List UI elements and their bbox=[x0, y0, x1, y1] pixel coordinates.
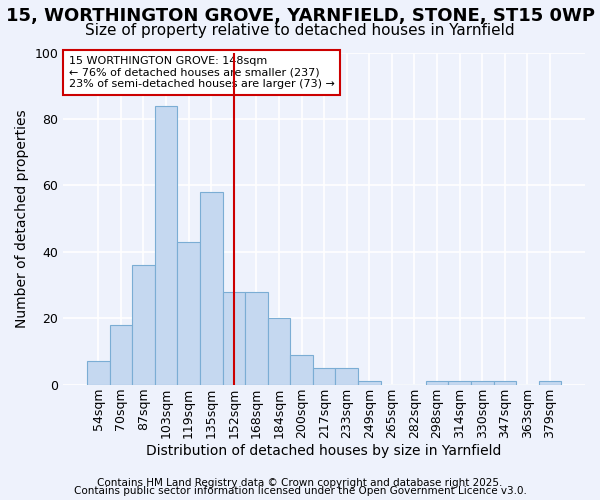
Bar bbox=[313, 368, 335, 384]
Bar bbox=[110, 325, 132, 384]
Text: Size of property relative to detached houses in Yarnfield: Size of property relative to detached ho… bbox=[85, 22, 515, 38]
Bar bbox=[87, 362, 110, 384]
Bar bbox=[290, 355, 313, 384]
Bar bbox=[223, 292, 245, 384]
Text: 15 WORTHINGTON GROVE: 148sqm
← 76% of detached houses are smaller (237)
23% of s: 15 WORTHINGTON GROVE: 148sqm ← 76% of de… bbox=[68, 56, 334, 89]
Bar bbox=[494, 382, 516, 384]
Text: Contains HM Land Registry data © Crown copyright and database right 2025.: Contains HM Land Registry data © Crown c… bbox=[97, 478, 503, 488]
Bar bbox=[245, 292, 268, 384]
Bar bbox=[268, 318, 290, 384]
Bar bbox=[335, 368, 358, 384]
Bar bbox=[426, 382, 448, 384]
Bar bbox=[155, 106, 178, 384]
Bar bbox=[132, 265, 155, 384]
Bar bbox=[200, 192, 223, 384]
Text: Contains public sector information licensed under the Open Government Licence v3: Contains public sector information licen… bbox=[74, 486, 526, 496]
Y-axis label: Number of detached properties: Number of detached properties bbox=[15, 110, 29, 328]
Bar bbox=[448, 382, 471, 384]
X-axis label: Distribution of detached houses by size in Yarnfield: Distribution of detached houses by size … bbox=[146, 444, 502, 458]
Bar bbox=[358, 382, 380, 384]
Bar bbox=[178, 242, 200, 384]
Text: 15, WORTHINGTON GROVE, YARNFIELD, STONE, ST15 0WP: 15, WORTHINGTON GROVE, YARNFIELD, STONE,… bbox=[5, 8, 595, 26]
Bar bbox=[471, 382, 494, 384]
Bar bbox=[539, 382, 561, 384]
